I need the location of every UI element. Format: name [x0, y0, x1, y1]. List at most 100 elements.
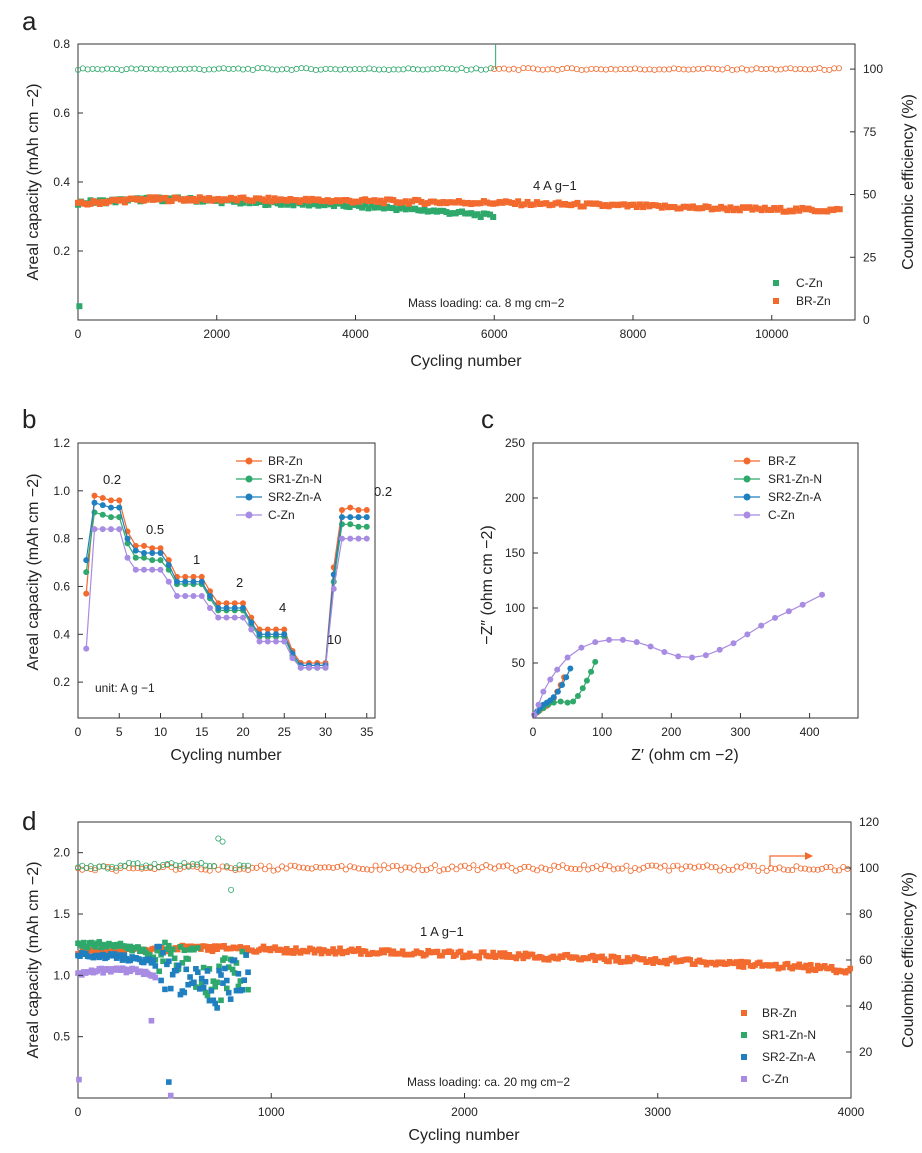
mark-c-zn — [430, 207, 437, 214]
mark-br-zn — [724, 207, 731, 214]
point-c-zn — [165, 578, 172, 585]
mark-br-zn — [655, 202, 662, 209]
mark-br-zn-ce — [709, 65, 716, 72]
mark-c-zn — [162, 197, 169, 204]
mark-br-zn — [75, 199, 81, 206]
mark-br-zn-ce — [755, 867, 762, 874]
mark-c-zn-ce — [283, 65, 290, 72]
panel-a-y2-ticks: 0 25 50 75 100 — [850, 62, 883, 327]
mark-c-zn-ce — [99, 66, 106, 73]
mark-c-zn — [396, 205, 403, 212]
mark-c-zn — [152, 974, 159, 981]
mark-sr1-zn-n-ce — [121, 863, 128, 870]
mark-br-zn — [358, 951, 364, 957]
point-c-zn — [547, 676, 554, 683]
mark-br-zn — [643, 201, 650, 208]
mark-br-zn — [443, 200, 450, 207]
mark-sr1-zn-n — [185, 956, 191, 962]
point-sr2-zn-a — [157, 550, 164, 556]
point-sr2-zn-a — [141, 550, 147, 556]
mark-c-zn-ce — [478, 66, 485, 73]
point-br-zn — [182, 573, 189, 580]
mark-br-zn-ce — [622, 66, 629, 73]
mark-sr2-zn-a — [181, 989, 188, 996]
point-sr2-zn-a — [99, 502, 106, 509]
mark-br-zn-ce — [708, 864, 715, 871]
mark-sr1-zn-n-ce — [181, 859, 188, 866]
mark-br-zn — [143, 196, 150, 203]
mark-sr1-zn-n — [171, 955, 178, 962]
mark-c-zn-ce — [167, 66, 174, 73]
mark-br-zn-ce — [670, 863, 677, 870]
mark-br-zn-ce — [743, 66, 750, 73]
mark-br-zn — [396, 199, 403, 206]
mark-br-zn — [316, 946, 322, 953]
mark-br-zn — [661, 202, 668, 209]
mark-br-zn-ce — [355, 865, 362, 872]
mark-br-zn — [812, 967, 819, 974]
legend-marker-br-zn — [773, 298, 779, 304]
mark-br-zn — [131, 195, 138, 202]
mark-sr2-zn-a — [164, 961, 170, 968]
mark-br-zn — [664, 960, 670, 967]
mark-c-zn — [418, 207, 425, 214]
mark-br-zn-ce — [449, 863, 456, 870]
mark-c-zn — [277, 201, 284, 208]
mark-br-zn — [549, 201, 556, 208]
mark-br-zn-ce — [505, 66, 512, 73]
d-y2tick-label: 120 — [859, 815, 879, 829]
mark-sr1-zn-n-ce — [228, 886, 235, 893]
rate-label-1: 0.5 — [146, 522, 164, 537]
mark-br-zn — [533, 199, 540, 206]
mark-sr1-zn-n — [96, 939, 103, 945]
mark-br-zn — [658, 204, 665, 211]
mark-br-zn-ce — [347, 863, 354, 870]
mark-c-zn-ce — [220, 65, 227, 72]
mark-sr1-zn-n — [191, 946, 197, 953]
mark-c-zn — [100, 970, 106, 976]
panel-b-xlabel: Cycling number — [170, 747, 282, 764]
mark-sr2-zn-a — [212, 1000, 219, 1007]
mark-c-zn — [343, 203, 350, 210]
point-c-zn — [578, 644, 585, 651]
d-xtick-label: 2000 — [451, 1105, 478, 1119]
a-xtick-label: 10000 — [755, 327, 789, 341]
mark-sr1-zn-n — [235, 983, 242, 990]
a-xtick-label: 6000 — [481, 327, 508, 341]
mark-c-zn-ce — [312, 67, 319, 74]
mark-br-zn-ce — [719, 66, 726, 73]
mark-br-zn-ce — [729, 866, 736, 873]
point-c-zn — [772, 614, 779, 621]
panel-b-label: b — [22, 404, 36, 434]
mark-br-zn-ce — [538, 864, 545, 871]
mark-br-zn-ce — [572, 866, 579, 873]
mark-sr2-zn-a — [195, 969, 201, 976]
mark-br-zn-ce — [440, 866, 447, 873]
mark-sr1-zn-n — [239, 948, 246, 955]
mark-br-zn — [440, 199, 447, 206]
mark-br-zn-ce — [359, 866, 366, 873]
point-sr2-zn-a — [223, 605, 230, 611]
mark-br-zn-ce — [368, 866, 375, 873]
mark-br-zn — [618, 201, 625, 208]
mark-br-zn — [522, 950, 529, 957]
mark-br-zn — [343, 196, 350, 203]
point-c-zn — [592, 639, 599, 646]
panel-d-xlabel: Cycling number — [408, 1127, 520, 1144]
mark-br-zn-ce — [508, 864, 515, 871]
b-xtick-label: 30 — [319, 725, 333, 739]
mark-br-zn — [758, 207, 765, 214]
mark-br-zn — [380, 200, 387, 207]
point-br-zn — [83, 590, 90, 597]
mark-sr1-zn-n — [80, 939, 87, 946]
mark-c-zn — [390, 205, 397, 212]
legend-marker-c-zn — [773, 280, 779, 286]
mark-sr1-zn-n — [193, 984, 199, 990]
mark-br-zn-ce — [530, 65, 537, 72]
mark-br-zn — [359, 197, 366, 204]
mark-sr2-zn-a — [239, 987, 246, 993]
mark-br-zn — [805, 967, 812, 974]
mark-br-zn — [721, 205, 728, 212]
mark-br-zn-ce — [87, 865, 94, 872]
legend-marker-sr2-zn-a — [741, 1054, 747, 1060]
